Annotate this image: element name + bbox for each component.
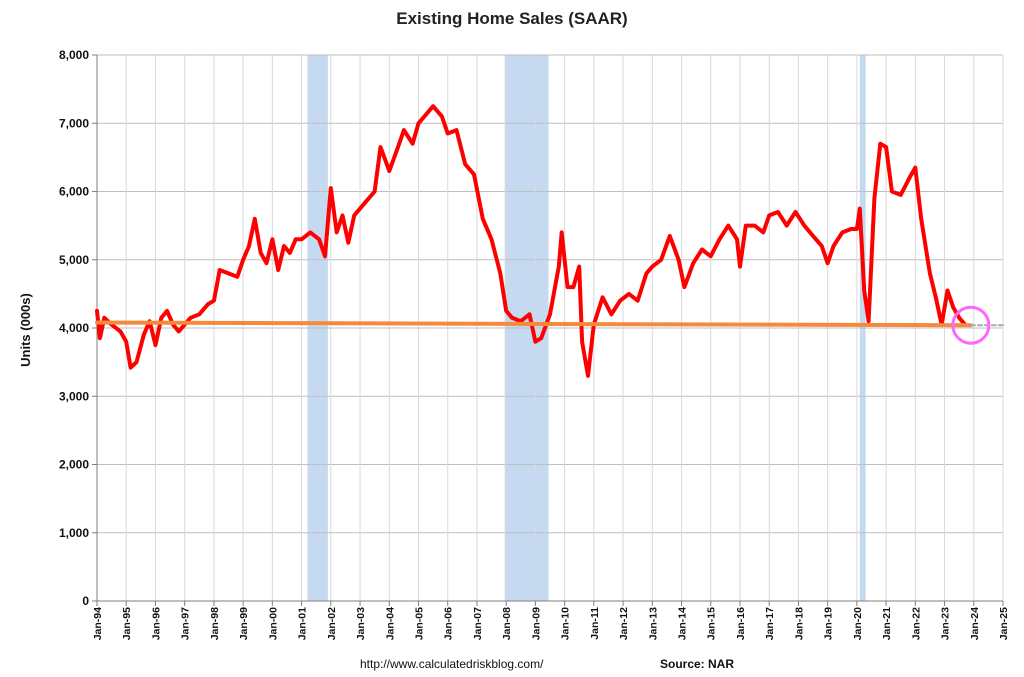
y-tick-labels: 0 1,000 2,000 3,000 4,000 5,000 6,000 7,000 8,00… xyxy=(59,48,89,608)
y-tick-label: 5,000 xyxy=(59,253,89,267)
y-tick-label: 3,000 xyxy=(59,389,89,403)
x-tick-label: Jan-04 xyxy=(384,607,396,640)
x-tick-labels: Jan-94 Jan-95 Jan-96 Jan-97 Jan-98 Jan-99 Jan-… xyxy=(92,607,1010,640)
x-tick-label: Jan-07 xyxy=(472,607,484,640)
series-line-1 xyxy=(95,320,973,328)
x-tick-label: Jan-18 xyxy=(793,607,805,640)
footer-url: http://www.calculatedriskblog.com/ xyxy=(360,657,544,671)
x-tick-label: Jan-98 xyxy=(209,607,221,640)
y-tick-label: 7,000 xyxy=(59,116,89,130)
y-axis-label: Units (000s) xyxy=(18,293,33,367)
x-tick-label: Jan-21 xyxy=(881,607,893,640)
x-tick-label: Jan-25 xyxy=(998,607,1010,640)
x-tick-label: Jan-12 xyxy=(618,607,630,640)
x-tick-label: Jan-15 xyxy=(706,607,718,640)
footer-source: Source: NAR xyxy=(660,657,734,671)
highlight-circle xyxy=(951,305,991,345)
x-tick-label: Jan-08 xyxy=(501,607,513,640)
x-tick-label: Jan-02 xyxy=(326,607,338,640)
y-tick-label: 1,000 xyxy=(59,526,89,540)
x-tick-label: Jan-16 xyxy=(735,607,747,640)
x-tick-label: Jan-00 xyxy=(267,607,279,640)
y-tick-label: 8,000 xyxy=(59,48,89,62)
y-tick-label: 0 xyxy=(82,594,89,608)
x-tick-label: Jan-17 xyxy=(764,607,776,640)
y-tick-label: 4,000 xyxy=(59,321,89,335)
series-lines xyxy=(95,104,1004,378)
x-tick-label: Jan-19 xyxy=(823,607,835,640)
y-tick-label: 6,000 xyxy=(59,185,89,199)
x-tick-label: Jan-05 xyxy=(413,607,425,640)
x-tick-label: Jan-14 xyxy=(677,607,689,640)
x-tick-label: Jan-96 xyxy=(150,607,162,640)
x-tick-label: Jan-24 xyxy=(969,607,981,640)
x-tick-label: Jan-23 xyxy=(940,607,952,640)
chart-title: Existing Home Sales (SAAR) xyxy=(396,9,627,28)
x-tick-label: Jan-99 xyxy=(238,607,250,640)
x-tick-label: Jan-22 xyxy=(910,607,922,640)
x-tick-label: Jan-94 xyxy=(92,607,104,640)
x-tick-label: Jan-20 xyxy=(852,607,864,640)
y-tick-label: 2,000 xyxy=(59,458,89,472)
x-tick-label: Jan-06 xyxy=(443,607,455,640)
x-tick-label: Jan-03 xyxy=(355,607,367,640)
x-tick-label: Jan-13 xyxy=(647,607,659,640)
x-tick-label: Jan-95 xyxy=(121,607,133,640)
x-tick-label: Jan-01 xyxy=(297,607,309,640)
gridlines xyxy=(97,54,1004,601)
x-tick-label: Jan-11 xyxy=(589,607,601,640)
x-tick-label: Jan-09 xyxy=(530,607,542,640)
x-tick-label: Jan-10 xyxy=(560,607,572,640)
series-line-0 xyxy=(95,104,967,378)
x-tick-label: Jan-97 xyxy=(180,607,192,640)
highlight-markers xyxy=(951,305,991,345)
